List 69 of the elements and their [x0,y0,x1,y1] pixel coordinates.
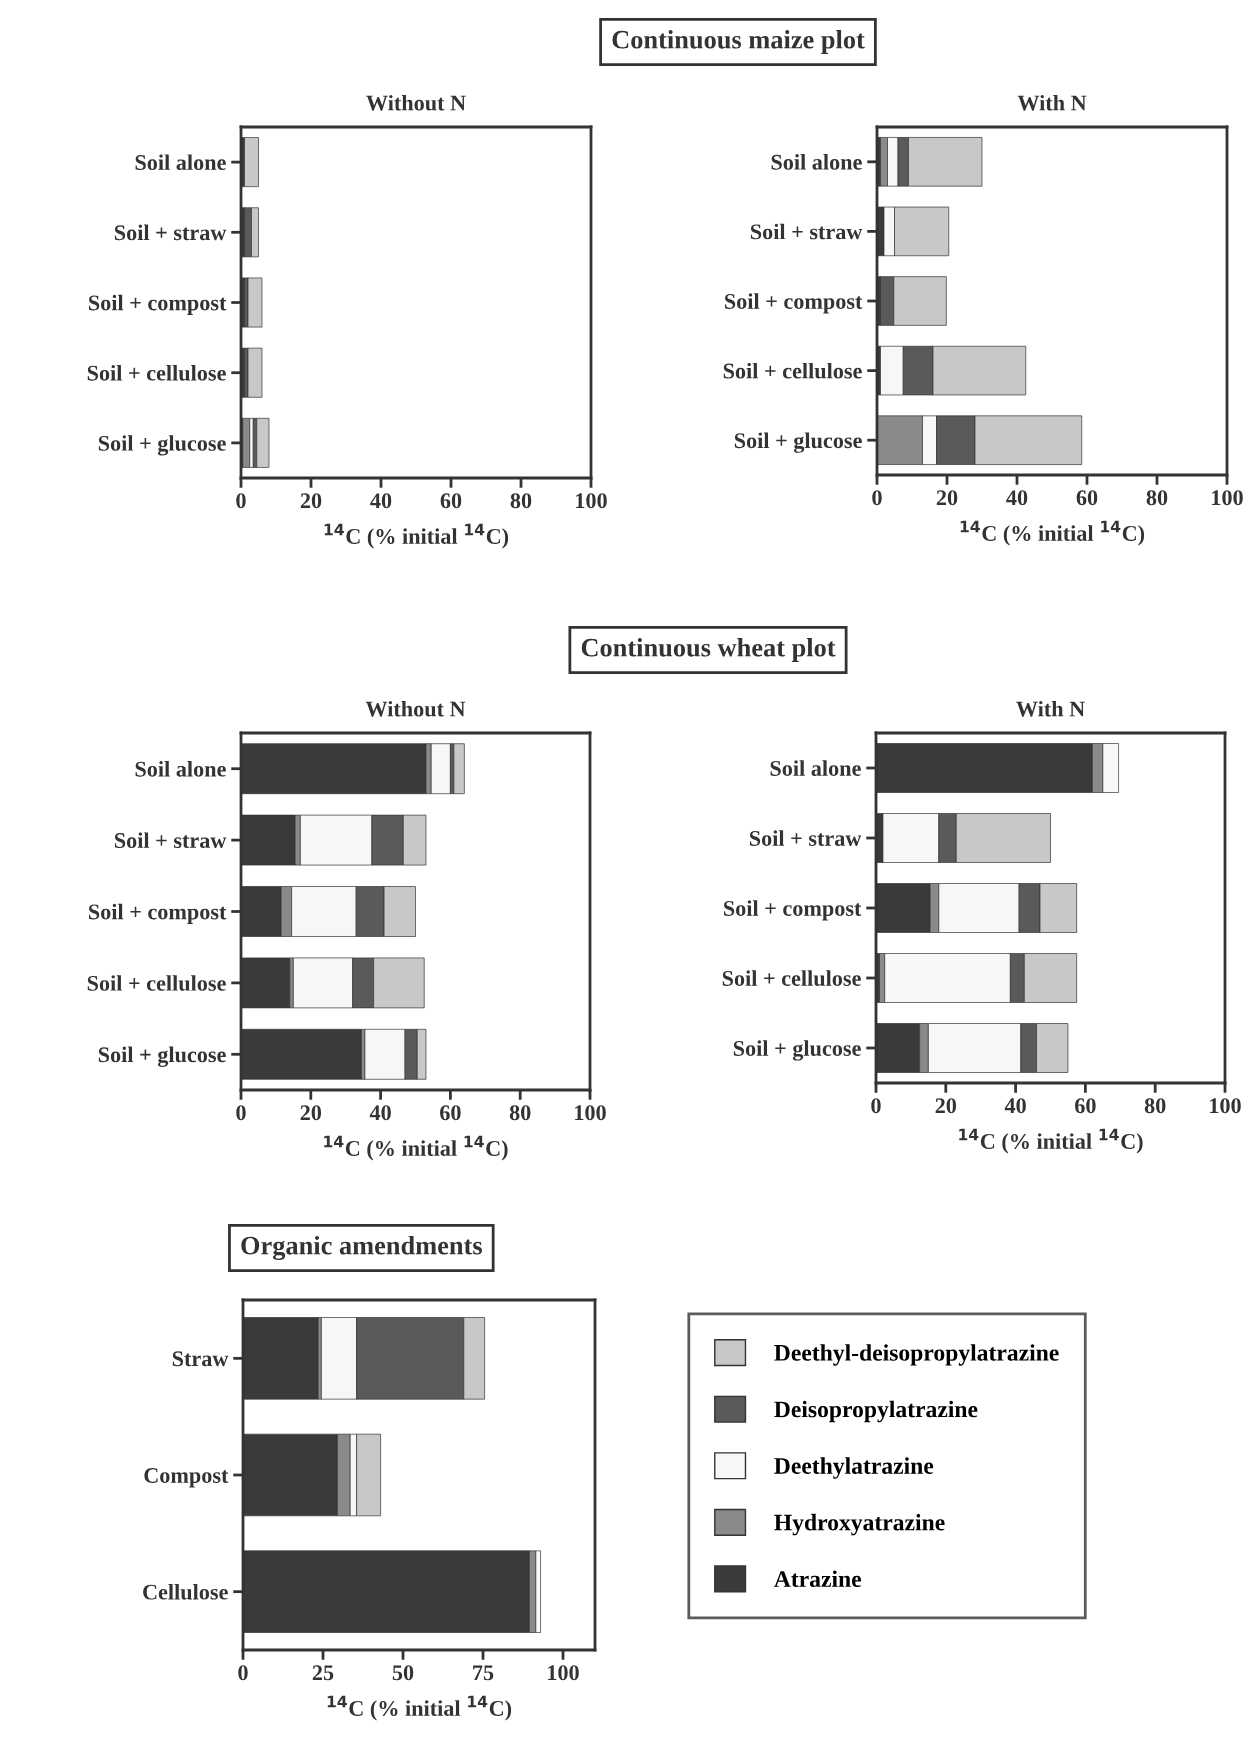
legend-label: Hydroxyatrazine [774,1513,945,1536]
x-tick-label: 20 [300,1105,322,1121]
legend-label: Deisopropylatrazine [774,1400,978,1423]
y-tick-label: Soil + glucose [98,435,226,456]
y-tick-label: Soil + compost [89,294,227,315]
y-tick-label: Soil + straw [114,832,227,849]
x-tick-label: 100 [548,1665,579,1681]
x-tick-label: 60 [440,493,462,509]
y-tick-label: Soil alone [770,760,861,776]
x-tick-label: 60 [1076,490,1098,506]
x-tick-label: 80 [510,493,532,509]
y-tick-label: Soil alone [135,154,226,171]
text: Continuous wheat plot [581,638,836,662]
y-tick-label: Soil + cellulose [87,364,226,381]
x-tick-label: 100 [1212,490,1243,506]
x-tick-label: 100 [1210,1098,1241,1114]
x-tick-label: 80 [1146,490,1168,506]
y-tick-label: Soil alone [135,760,226,777]
x-tick-label: 40 [1004,1098,1026,1114]
x-tick-label: 80 [1144,1098,1166,1114]
x-tick-label: 80 [509,1105,531,1121]
y-tick-label: Soil + straw [750,223,863,240]
legend-label: Deethyl-deisopropylatrazine [774,1344,1059,1366]
chart-title: Organic amendments [241,1235,482,1261]
y-tick-label: Soil + glucose [98,1046,226,1067]
x-tick-label: 20 [935,1098,957,1114]
text: Continuous maize plot [612,30,865,54]
y-tick-label: Soil + straw [114,224,227,241]
y-tick-label: Soil + compost [89,903,227,924]
chart-subtitle: Without N [366,94,466,111]
y-tick-label: Soil + straw [749,830,862,846]
x-tick-label: 100 [575,1105,606,1121]
y-tick-label: Soil + compost [725,293,863,314]
x-tick-label: 20 [936,490,958,506]
y-tick-label: Soil + glucose [734,432,862,453]
y-tick-label: Soil + glucose [733,1040,861,1061]
x-tick-label: 20 [300,493,322,509]
x-axis-title: $^{14}$C (% initial $^{14}$C) [324,1135,508,1161]
x-tick-label: 100 [576,493,607,509]
x-axis-title: $^{14}$C (% initial $^{14}$C) [960,520,1145,546]
y-tick-label: Soil + compost [724,900,862,921]
x-axis-title: $^{14}$C (% initial $^{14}$C) [959,1128,1143,1154]
y-tick-label: Soil + cellulose [722,970,861,986]
legend-label: Deethylatrazine [774,1457,934,1479]
chart-subtitle: With N [1017,94,1087,111]
x-tick-label: 40 [370,493,392,509]
x-tick-label: 50 [392,1665,414,1681]
y-tick-label: Compost [144,1467,229,1488]
x-tick-label: 60 [1075,1098,1096,1114]
x-tick-label: 0 [236,1105,246,1121]
x-axis-title: $^{14}$C (% initial $^{14}$C) [327,1695,512,1721]
x-tick-label: 25 [312,1665,334,1681]
x-tick-label: 75 [473,1665,494,1681]
x-tick-label: 0 [236,493,246,509]
x-tick-label: 40 [369,1105,391,1121]
y-tick-label: Soil + cellulose [87,975,226,991]
y-tick-label: Cellulose [143,1583,228,1600]
x-tick-label: 0 [238,1665,248,1681]
y-tick-label: Soil alone [771,154,862,170]
chart-subtitle: Without N [365,700,466,717]
x-tick-label: 40 [1006,490,1028,506]
legend-label: Atrazine [774,1570,862,1588]
x-axis-title: $^{14}$C (% initial $^{14}$C) [324,523,509,549]
x-tick-label: 0 [871,1098,881,1114]
y-tick-label: Straw [172,1351,229,1367]
chart-subtitle: With N [1016,700,1085,717]
y-tick-label: Soil + cellulose [723,362,862,379]
x-tick-label: 60 [440,1105,461,1121]
x-tick-label: 0 [872,490,882,506]
